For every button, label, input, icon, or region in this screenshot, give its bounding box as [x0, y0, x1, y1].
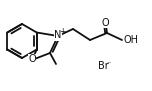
Text: OH: OH [123, 35, 138, 45]
Text: O: O [101, 17, 109, 27]
Text: Br: Br [98, 61, 108, 71]
Text: ⁻: ⁻ [107, 59, 111, 68]
Text: N: N [54, 30, 62, 40]
Text: O: O [28, 55, 36, 65]
Text: +: + [59, 27, 66, 36]
